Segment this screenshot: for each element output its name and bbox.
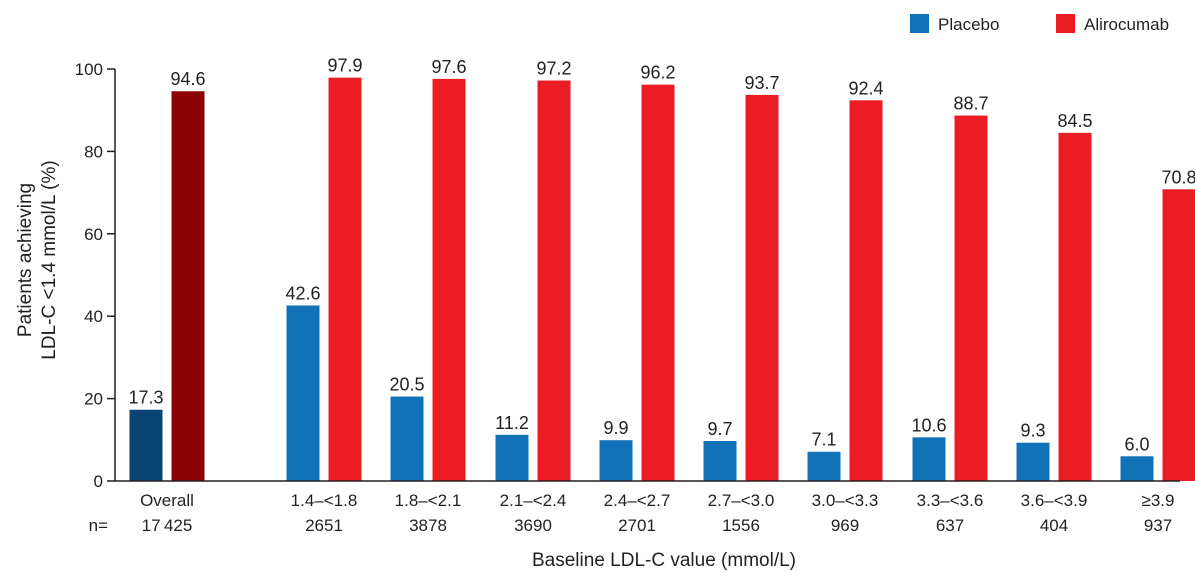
x-category-label: Overall (140, 491, 194, 510)
placebo-bar (1120, 456, 1154, 481)
alirocumab-bar (745, 94, 779, 482)
placebo-bar (495, 434, 529, 481)
n-value-label: 2651 (305, 516, 343, 535)
n-value-label: 969 (831, 516, 859, 535)
alirocumab-bar (849, 100, 883, 481)
alirocumab-legend-label: Alirocumab (1084, 15, 1169, 34)
n-value-label: 937 (1144, 516, 1172, 535)
alirocumab-bar (1162, 189, 1195, 481)
placebo-bar (286, 305, 320, 481)
placebo-value-label: 10.6 (911, 415, 946, 435)
placebo-value-label: 9.7 (707, 419, 732, 439)
n-value-label: 404 (1040, 516, 1068, 535)
n-value-label: 17 425 (142, 516, 193, 535)
n-value-label: 3690 (514, 516, 552, 535)
alirocumab-legend-swatch (1056, 14, 1075, 33)
placebo-bar (599, 440, 633, 481)
y-axis-title-line2: LDL-C <1.4 mmol/L (%) (39, 160, 60, 359)
placebo-bar (703, 441, 737, 481)
alirocumab-value-label: 70.8 (1161, 167, 1195, 187)
placebo-value-label: 11.2 (495, 413, 529, 433)
alirocumab-bar (1058, 132, 1092, 482)
placebo-bar (1016, 442, 1050, 481)
placebo-value-label: 9.9 (603, 418, 628, 438)
alirocumab-bar (641, 84, 675, 481)
placebo-value-label: 9.3 (1020, 421, 1045, 441)
placebo-bar (807, 451, 841, 481)
alirocumab-bar (171, 91, 205, 482)
n-value-label: 2701 (618, 516, 656, 535)
y-axis-title-line1: Patients achieving (15, 183, 36, 337)
alirocumab-value-label: 97.2 (536, 59, 571, 79)
placebo-bar (390, 396, 424, 481)
alirocumab-value-label: 93.7 (744, 73, 779, 93)
alirocumab-bar (954, 115, 988, 481)
n-prefix-label: n= (89, 516, 108, 535)
x-axis: Overall 17 425 1.4–<1.8 2651 1.8–<2.1 3878 2.1… (115, 480, 1180, 535)
x-category-label: 3.6–<3.9 (1021, 491, 1088, 510)
placebo-legend-label: Placebo (938, 15, 999, 34)
y-axis-title: Patients achieving LDL-C <1.4 mmol/L (%) (15, 160, 60, 359)
placebo-value-label: 20.5 (389, 375, 424, 395)
x-axis-title: Baseline LDL-C value (mmol/L) (532, 550, 796, 571)
alirocumab-value-label: 96.2 (640, 63, 675, 83)
n-value-label: 1556 (722, 516, 760, 535)
x-category-label: 1.4–<1.8 (291, 491, 358, 510)
y-tick-label: 0 (94, 472, 103, 491)
placebo-value-label: 6.0 (1124, 434, 1149, 454)
placebo-bar (912, 437, 946, 481)
x-category-label: 3.3–<3.6 (917, 491, 984, 510)
alirocumab-value-label: 94.6 (170, 69, 205, 89)
alirocumab-value-label: 84.5 (1057, 111, 1092, 131)
alirocumab-bar (432, 78, 466, 481)
placebo-value-label: 17.3 (128, 388, 163, 408)
legend: Placebo Alirocumab (910, 14, 1169, 34)
x-category-label: 1.8–<2.1 (395, 491, 462, 510)
alirocumab-bar (328, 77, 362, 481)
placebo-bar (129, 409, 163, 481)
x-category-label: 3.0–<3.3 (812, 491, 879, 510)
n-value-label: 637 (936, 516, 964, 535)
alirocumab-value-label: 92.4 (848, 78, 883, 98)
x-category-label: ≥3.9 (1142, 491, 1175, 510)
y-tick-label: 100 (75, 60, 103, 79)
y-axis: 0 20 40 60 80 100 (75, 60, 116, 491)
y-tick-label: 40 (84, 307, 103, 326)
x-category-label: 2.7–<3.0 (708, 491, 775, 510)
n-value-label: 3878 (409, 516, 447, 535)
y-tick-label: 80 (84, 142, 103, 161)
alirocumab-bar (537, 80, 571, 481)
bars: 17.3 94.6 42.6 97.9 20.5 97.6 11.2 97.2 9.9 96.2 9… (128, 56, 1195, 482)
y-tick-label: 60 (84, 225, 103, 244)
placebo-value-label: 42.6 (285, 283, 320, 303)
placebo-legend-swatch (910, 14, 929, 33)
placebo-value-label: 7.1 (811, 430, 836, 450)
alirocumab-value-label: 88.7 (953, 94, 988, 114)
alirocumab-value-label: 97.6 (431, 57, 466, 77)
x-category-label: 2.1–<2.4 (500, 491, 567, 510)
y-tick-label: 20 (84, 390, 103, 409)
alirocumab-value-label: 97.9 (327, 56, 362, 76)
x-category-label: 2.4–<2.7 (604, 491, 671, 510)
